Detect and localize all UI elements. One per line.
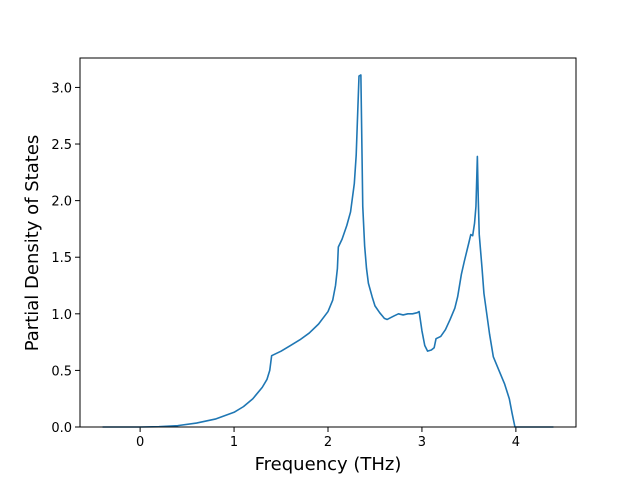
x-tick-label: 2 (324, 435, 332, 450)
y-tick-label: 0.5 (51, 364, 72, 379)
y-tick-label: 2.0 (51, 195, 72, 210)
plot-frame (79, 57, 577, 428)
y-tick-label: 2.5 (51, 138, 72, 153)
data-line (102, 74, 554, 428)
x-tick-label: 3 (418, 435, 426, 450)
x-tick-label: 0 (136, 435, 144, 450)
x-tick-label: 4 (512, 435, 520, 450)
y-tick-label: 0.0 (51, 421, 72, 436)
y-tick-label: 1.5 (51, 251, 72, 266)
x-tick-label: 1 (230, 435, 238, 450)
y-tick-label: 1.0 (51, 308, 72, 323)
y-tick-label: 3.0 (51, 81, 72, 96)
y-axis-label: Partial Density of States (22, 135, 43, 352)
x-axis-label: Frequency (THz) (255, 454, 402, 475)
